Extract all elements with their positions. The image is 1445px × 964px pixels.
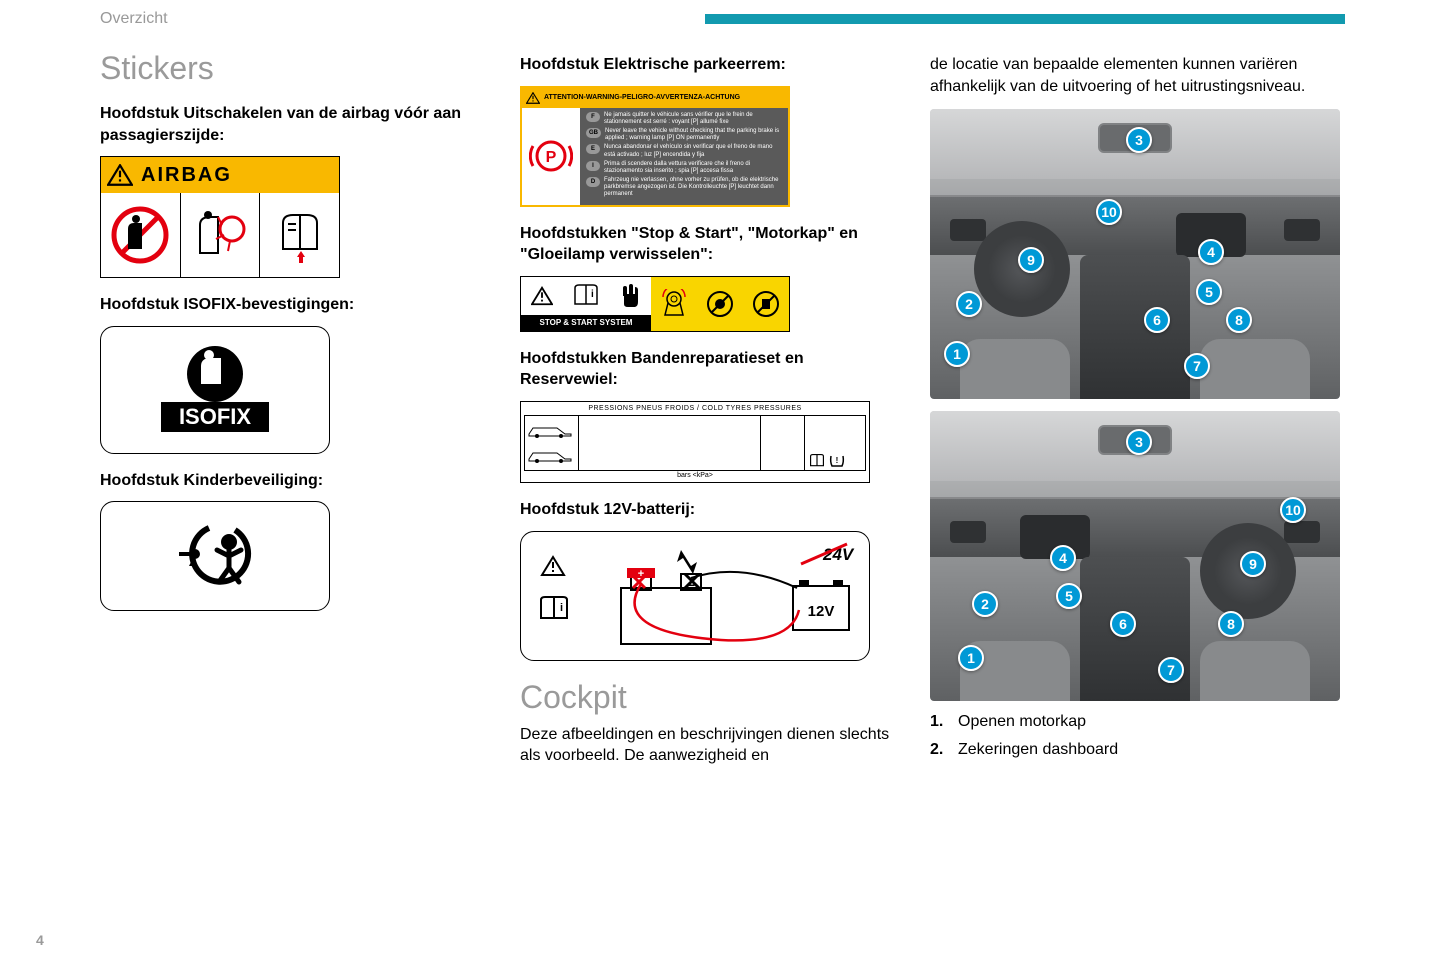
airbag-manual-icon xyxy=(259,193,339,277)
manual-icon xyxy=(809,454,825,468)
pbrake-lang-badge: I xyxy=(586,161,600,171)
parking-brake-p-icon: P xyxy=(522,108,580,205)
warning-triangle-icon xyxy=(531,286,553,306)
tpms-icon: ! xyxy=(829,454,845,468)
pbrake-line: F Ne jamais quitter le véhicule sans véri… xyxy=(586,112,782,126)
legend-number: 1. xyxy=(930,713,948,731)
prohibit-hand-icon xyxy=(751,289,781,319)
belt-pulley-icon xyxy=(659,289,689,319)
cockpit-intro-cont: de locatie van bepaalde elementen kunnen… xyxy=(930,54,1340,97)
cockpit-marker-3: 3 xyxy=(1126,429,1152,455)
airbag-no-rear-seat-icon xyxy=(101,193,180,277)
sticker-parking-brake: ATTENTION-WARNING-PELIGRO-AVVERTENZA-ACH… xyxy=(520,86,790,207)
cockpit-marker-2: 2 xyxy=(972,591,998,617)
legend-text: Zekeringen dashboard xyxy=(958,741,1118,759)
pbrake-lang-badge: GB xyxy=(586,128,601,138)
svg-text:i: i xyxy=(591,289,594,300)
pbrake-line: I Prima di scendere dalla vettura verific… xyxy=(586,161,782,175)
cockpit-marker-10: 10 xyxy=(1280,497,1306,523)
sticker-stop-start: i STOP & START SYSTEM xyxy=(520,276,790,332)
pbrake-line: D Fahrzeug nie verlassen, ohne vorher zu … xyxy=(586,177,782,199)
cockpit-marker-4: 4 xyxy=(1198,239,1224,265)
pbrake-line-text: Ne jamais quitter le véhicule sans vérif… xyxy=(604,112,782,126)
pbrake-line: GB Never leave the vehicle without checki… xyxy=(586,128,782,142)
heading-stickers: Stickers xyxy=(100,50,480,87)
cockpit-marker-1: 1 xyxy=(958,645,984,671)
page-number: 4 xyxy=(36,932,44,948)
pbrake-line: E Nunca abandonar el vehículo sin verific… xyxy=(586,144,782,158)
hand-icon xyxy=(619,284,641,308)
svg-text:!: ! xyxy=(836,456,839,465)
cockpit-marker-7: 7 xyxy=(1184,353,1210,379)
car-side-icon xyxy=(527,449,573,463)
cockpit-marker-7: 7 xyxy=(1158,657,1184,683)
legend-text: Openen motorkap xyxy=(958,713,1086,731)
column-cockpit-right: de locatie van bepaalde elementen kunnen… xyxy=(930,50,1340,773)
label-parking-brake: Hoofdstuk Elektrische parkeerrem: xyxy=(520,54,890,76)
cockpit-render-lhd: 3 10 9 4 2 56 8 1 7 xyxy=(930,109,1340,399)
pbrake-line-text: Fahrzeug nie verlassen, ohne vorher zu p… xyxy=(604,177,782,199)
label-isofix: Hoofdstuk ISOFIX-bevestigingen: xyxy=(100,294,480,316)
cockpit-legend: 1. Openen motorkap 2. Zekeringen dashboard xyxy=(930,713,1340,759)
label-battery: Hoofdstuk 12V-batterij: xyxy=(520,499,890,521)
cockpit-marker-6: 6 xyxy=(1110,611,1136,637)
sticker-battery: i + − 12V 2 xyxy=(520,531,870,661)
svg-text:i: i xyxy=(560,602,563,614)
cockpit-marker-8: 8 xyxy=(1226,307,1252,333)
cockpit-marker-3: 3 xyxy=(1126,127,1152,153)
cockpit-marker-4: 4 xyxy=(1050,545,1076,571)
manual-icon: i xyxy=(573,284,599,308)
pbrake-line-text: Never leave the vehicle without checking… xyxy=(605,128,782,142)
header-accent-bar xyxy=(705,14,1345,24)
warning-triangle-icon xyxy=(107,164,133,186)
cockpit-marker-6: 6 xyxy=(1144,307,1170,333)
tyre-units-text: bars <kPa> xyxy=(524,472,866,479)
label-stop-start: Hoofdstukken "Stop & Start", "Motorkap" … xyxy=(520,223,890,266)
cockpit-marker-5: 5 xyxy=(1056,583,1082,609)
column-stickers-middle: Hoofdstuk Elektrische parkeerrem: ATTENT… xyxy=(520,50,890,773)
sticker-childlock xyxy=(100,501,330,611)
cockpit-marker-1: 1 xyxy=(944,341,970,367)
svg-text:12V: 12V xyxy=(808,603,835,620)
pbrake-lang-badge: F xyxy=(586,112,600,122)
pbrake-banner-text: ATTENTION-WARNING-PELIGRO-AVVERTENZA-ACH… xyxy=(544,94,740,101)
airbag-impact-icon xyxy=(180,193,260,277)
label-childlock: Hoofdstuk Kinderbeveiliging: xyxy=(100,470,480,492)
cockpit-marker-9: 9 xyxy=(1240,551,1266,577)
tyre-title-text: PRESSIONS PNEUS FROIDS / COLD TYRES PRES… xyxy=(524,405,866,412)
svg-text:P: P xyxy=(546,149,557,166)
sticker-tyre-pressure: PRESSIONS PNEUS FROIDS / COLD TYRES PRES… xyxy=(520,401,870,483)
car-side-icon xyxy=(527,424,573,438)
sticker-airbag: AIRBAG xyxy=(100,156,340,278)
cockpit-marker-10: 10 xyxy=(1096,199,1122,225)
label-tyre: Hoofdstukken Bandenreparatieset en Reser… xyxy=(520,348,890,391)
label-airbag: Hoofdstuk Uitschakelen van de airbag vóó… xyxy=(100,103,480,146)
breadcrumb: Overzicht xyxy=(100,10,168,28)
pbrake-lang-badge: D xyxy=(586,177,600,187)
cockpit-marker-5: 5 xyxy=(1196,279,1222,305)
cockpit-marker-2: 2 xyxy=(956,291,982,317)
cockpit-marker-9: 9 xyxy=(1018,247,1044,273)
pbrake-line-text: Prima di scendere dalla vettura verifica… xyxy=(604,161,782,175)
legend-item: 2. Zekeringen dashboard xyxy=(930,741,1340,759)
warning-triangle-icon xyxy=(526,92,540,104)
child-lock-icon xyxy=(165,518,265,594)
svg-text:ISOFIX: ISOFIX xyxy=(179,404,251,429)
prohibit-icon xyxy=(705,289,735,319)
legend-item: 1. Openen motorkap xyxy=(930,713,1340,731)
cockpit-marker-8: 8 xyxy=(1218,611,1244,637)
cockpit-intro-text: Deze afbeeldingen en beschrijvingen dien… xyxy=(520,724,890,767)
stop-start-badge-text: STOP & START SYSTEM xyxy=(521,315,651,331)
sticker-isofix: ISOFIX xyxy=(100,326,330,454)
airbag-title-text: AIRBAG xyxy=(141,164,232,187)
pbrake-lang-badge: E xyxy=(586,144,600,154)
column-stickers-left: Stickers Hoofdstuk Uitschakelen van de a… xyxy=(100,50,480,773)
pbrake-line-text: Nunca abandonar el vehículo sin verifica… xyxy=(604,144,782,158)
legend-number: 2. xyxy=(930,741,948,759)
heading-cockpit: Cockpit xyxy=(520,679,890,716)
cockpit-render-rhd: 3 10 4 9 2 5 6 8 1 7 xyxy=(930,411,1340,701)
